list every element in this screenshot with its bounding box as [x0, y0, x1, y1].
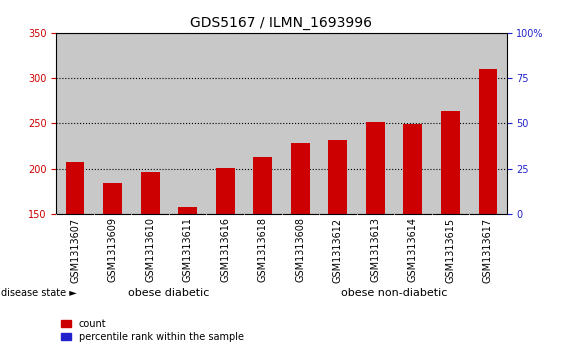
Bar	[328, 140, 347, 350]
Bar	[216, 168, 235, 350]
Bar	[441, 111, 460, 350]
Bar	[366, 122, 385, 350]
Text: GSM1313613: GSM1313613	[370, 217, 381, 282]
Title: GDS5167 / ILMN_1693996: GDS5167 / ILMN_1693996	[190, 16, 373, 30]
Text: GSM1313615: GSM1313615	[445, 217, 455, 282]
Text: GSM1313610: GSM1313610	[145, 217, 155, 282]
Bar	[253, 157, 272, 350]
Text: obese diabetic: obese diabetic	[128, 288, 209, 298]
Bar	[66, 162, 84, 350]
Bar	[404, 124, 422, 350]
Legend: count, percentile rank within the sample: count, percentile rank within the sample	[61, 319, 244, 342]
Bar	[291, 143, 310, 350]
Bar	[141, 172, 159, 350]
Text: GSM1313617: GSM1313617	[483, 217, 493, 282]
Text: GSM1313616: GSM1313616	[220, 217, 230, 282]
Text: GSM1313607: GSM1313607	[70, 217, 80, 282]
Text: GSM1313611: GSM1313611	[182, 217, 193, 282]
Text: GSM1313614: GSM1313614	[408, 217, 418, 282]
Text: obese non-diabetic: obese non-diabetic	[341, 288, 447, 298]
Bar	[178, 207, 197, 350]
Text: disease state ►: disease state ►	[1, 288, 77, 298]
Text: GSM1313609: GSM1313609	[108, 217, 118, 282]
Text: GSM1313612: GSM1313612	[333, 217, 343, 282]
Text: GSM1313618: GSM1313618	[258, 217, 268, 282]
Bar	[103, 183, 122, 350]
Text: GSM1313608: GSM1313608	[295, 217, 305, 282]
Bar	[479, 69, 497, 350]
